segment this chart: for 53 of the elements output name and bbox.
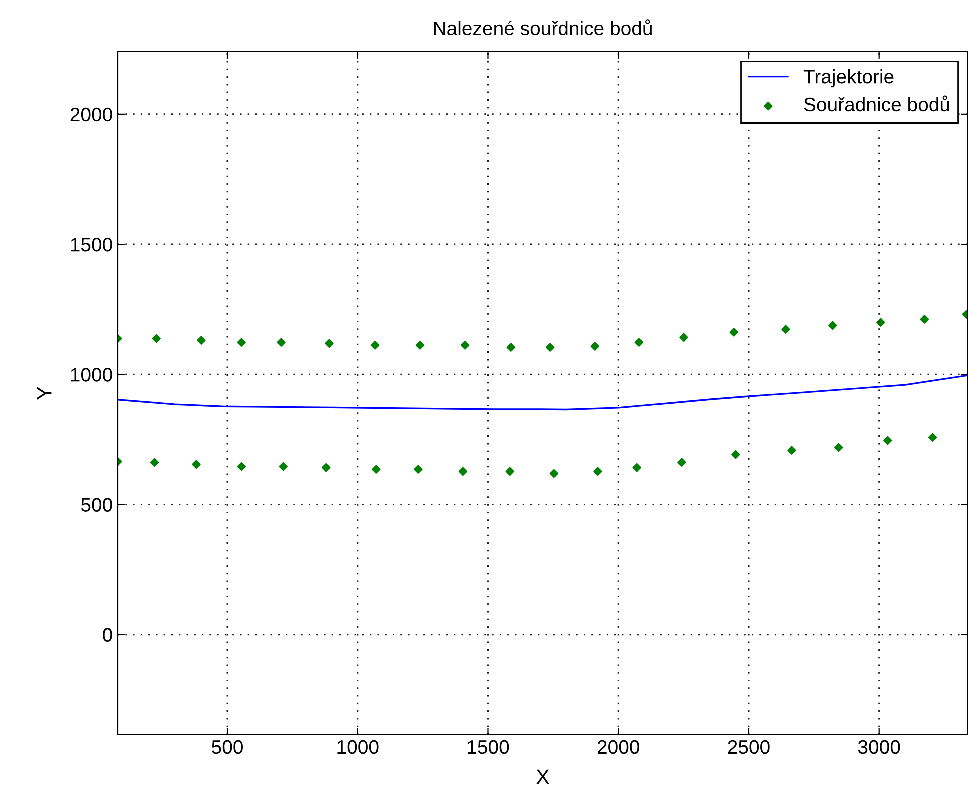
point	[416, 341, 425, 350]
x-tick-label: 500	[212, 740, 243, 754]
point	[370, 341, 380, 350]
point	[594, 467, 602, 476]
point	[506, 343, 516, 352]
point	[150, 458, 160, 467]
point	[372, 465, 381, 474]
y-tick-label: 0	[103, 628, 112, 642]
point	[730, 328, 738, 337]
point	[322, 463, 331, 472]
point	[920, 315, 930, 324]
point	[506, 467, 515, 476]
point	[884, 436, 892, 446]
point	[782, 325, 790, 334]
point	[458, 467, 468, 476]
y-tick-label: 1500	[71, 238, 112, 252]
y-axis-title: Y	[37, 387, 52, 400]
x-tick-label: 2000	[598, 740, 640, 754]
point	[590, 342, 600, 351]
point	[732, 450, 740, 460]
legend-label: Souřadnice bodů	[804, 96, 950, 112]
line-series	[118, 374, 968, 411]
point	[680, 333, 688, 342]
y-tick-label: 500	[81, 498, 112, 512]
point	[678, 458, 686, 467]
point	[277, 338, 286, 348]
x-tick-label: 2500	[728, 740, 770, 754]
y-tick-label: 1000	[71, 368, 112, 382]
point	[632, 463, 642, 472]
point	[634, 338, 644, 348]
point	[279, 462, 288, 472]
point	[928, 433, 938, 442]
point	[152, 334, 161, 344]
point	[237, 462, 246, 472]
point	[876, 318, 886, 327]
point	[325, 339, 334, 348]
legend-label: Trajektorie	[804, 70, 894, 88]
point	[834, 443, 844, 452]
x-tick-label: 3000	[858, 740, 900, 754]
x-axis-title: X	[536, 770, 550, 784]
chart-title: Nalezené souřdnice bodů	[434, 20, 652, 36]
x-tick-label: 1500	[468, 740, 510, 754]
point	[197, 336, 206, 345]
point	[550, 469, 559, 478]
point	[237, 338, 246, 348]
point	[546, 343, 555, 352]
y-tick-label: 2000	[70, 108, 112, 122]
x-tick-label: 1000	[338, 740, 379, 754]
point	[788, 446, 796, 455]
point	[460, 341, 470, 350]
point	[828, 321, 838, 330]
point	[192, 460, 201, 470]
point	[414, 465, 423, 474]
